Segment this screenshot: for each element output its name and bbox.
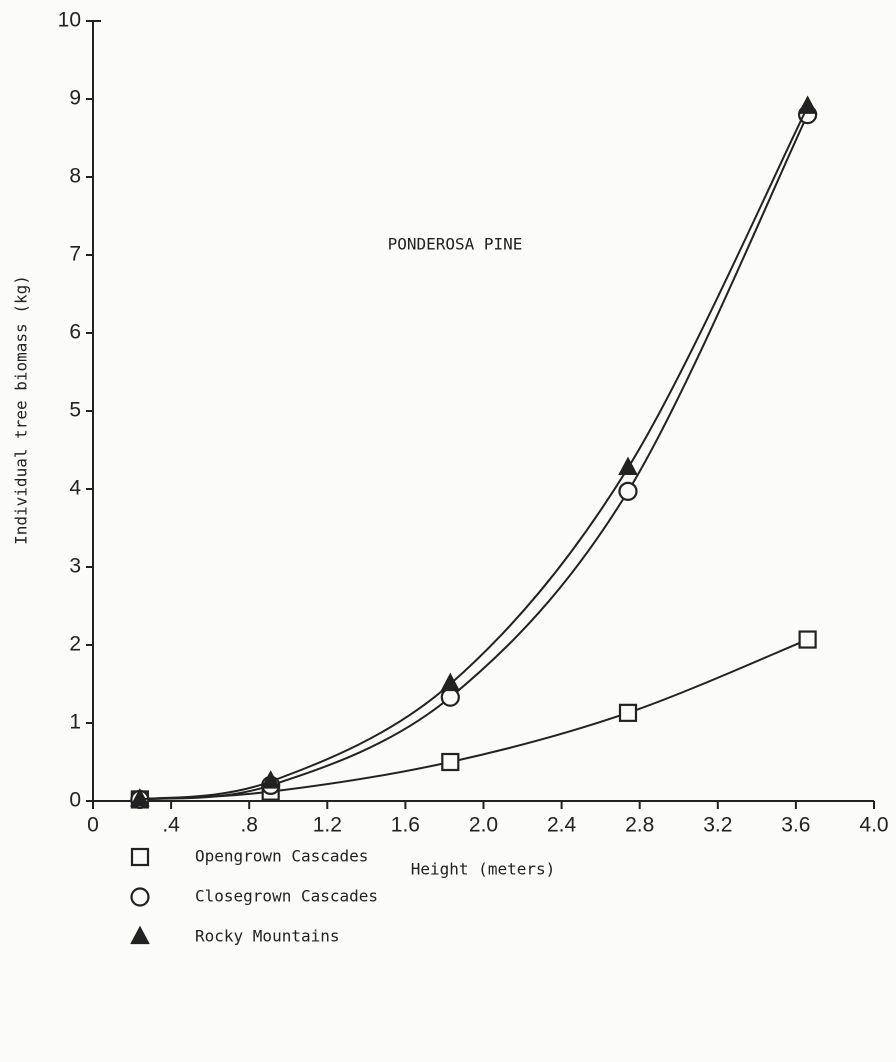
data-point <box>130 788 150 807</box>
data-point <box>441 752 460 772</box>
legend-label: Opengrown Cascades <box>195 847 368 866</box>
x-tick-label: 3.6 <box>781 814 810 837</box>
x-tick-label: 4.0 <box>859 814 888 837</box>
annotation: PONDEROSA PINE <box>388 235 523 254</box>
data-point <box>260 770 281 789</box>
legend-label: Closegrown Cascades <box>195 887 378 906</box>
y-tick-label: 4 <box>69 477 81 500</box>
data-point <box>797 95 818 114</box>
series-line <box>139 114 809 801</box>
x-tick-label: .4 <box>162 814 180 837</box>
x-tick-label: 3.2 <box>703 814 732 837</box>
legend-marker <box>130 887 150 907</box>
y-tick-label: 3 <box>69 555 81 578</box>
x-tick-label: 2.4 <box>547 814 577 837</box>
data-point <box>440 687 460 707</box>
y-tick-label: 2 <box>69 633 81 656</box>
legend-marker <box>130 925 150 945</box>
y-tick-label: 7 <box>69 243 81 266</box>
data-point <box>798 630 817 649</box>
series-line <box>139 106 809 801</box>
y-tick-label: 8 <box>69 165 81 188</box>
x-tick-label: 0 <box>87 814 99 837</box>
x-tick-label: 2.8 <box>625 814 654 837</box>
x-axis-label: Height (meters) <box>411 860 556 879</box>
data-point <box>618 703 638 722</box>
data-point <box>618 456 638 476</box>
legend-label: Rocky Mountains <box>195 927 340 946</box>
y-axis-label: Individual tree biomass (kg) <box>12 275 31 545</box>
x-tick-label: 1.6 <box>391 814 420 837</box>
x-tick-label: .8 <box>240 814 258 837</box>
legend-marker <box>130 847 150 867</box>
y-tick-label: 10 <box>58 9 81 32</box>
y-tick-label: 6 <box>69 321 81 344</box>
data-point <box>440 672 461 692</box>
x-tick-label: 1.2 <box>313 814 342 837</box>
x-tick-label: 2.0 <box>469 814 498 837</box>
y-tick-label: 5 <box>69 399 81 422</box>
y-tick-label: 1 <box>69 711 81 734</box>
data-point <box>618 481 638 501</box>
y-tick-label: 0 <box>69 789 81 812</box>
y-tick-label: 9 <box>69 87 81 110</box>
